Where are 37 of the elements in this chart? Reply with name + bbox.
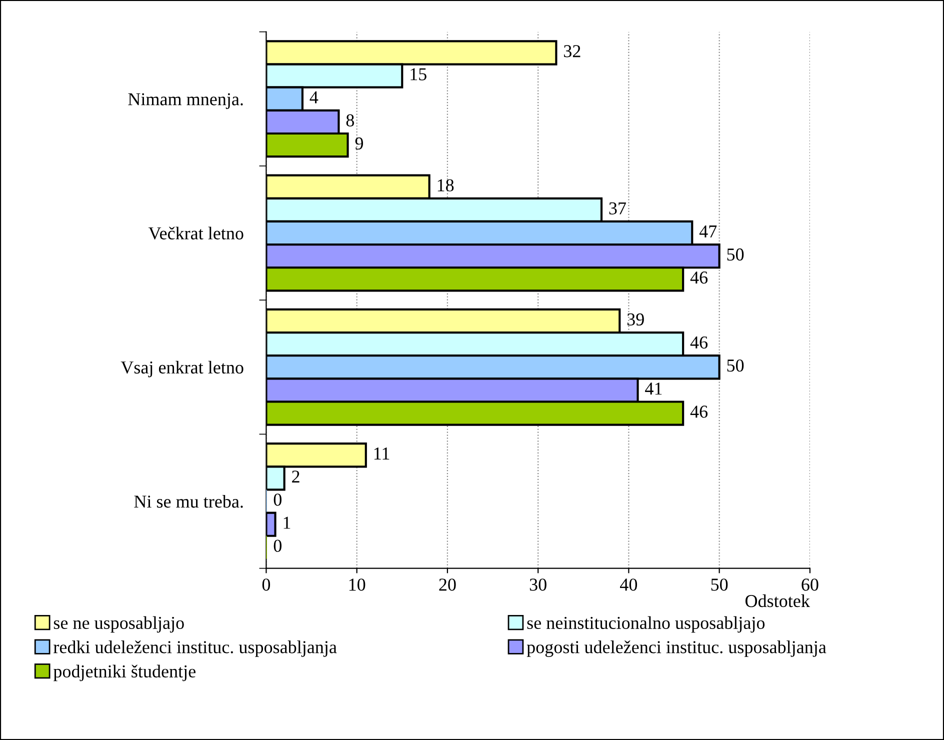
x-tick-label: 20 bbox=[439, 578, 456, 591]
data-label: 15 bbox=[410, 68, 426, 80]
data-label: 50 bbox=[727, 359, 744, 372]
data-label: 1 bbox=[284, 516, 290, 529]
x-tick-label: 0 bbox=[262, 578, 270, 591]
x-tick-label: 10 bbox=[349, 578, 366, 591]
data-label: 9 bbox=[355, 137, 364, 150]
legend-label: redki udeleženci instituc. usposabljanja bbox=[54, 640, 337, 657]
legend-label: pogosti udeleženci instituc. usposabljanja bbox=[526, 640, 826, 657]
legend-label: se neinstitucionalno usposabljajo bbox=[527, 616, 765, 633]
data-label: 11 bbox=[374, 448, 390, 460]
data-label: 37 bbox=[609, 202, 626, 214]
y-tick-label: Ni se mu treba. bbox=[134, 494, 243, 508]
data-label: 46 bbox=[690, 406, 708, 418]
data-label: 32 bbox=[564, 45, 580, 58]
y-tick-label: Večkrat letno bbox=[148, 226, 244, 240]
data-label: 46 bbox=[690, 272, 708, 284]
data-label: 39 bbox=[627, 313, 644, 326]
x-tick-label: 30 bbox=[530, 578, 546, 591]
data-label: 47 bbox=[699, 225, 717, 238]
data-label: 2 bbox=[292, 470, 300, 483]
y-tick-label: Vsaj enkrat letno bbox=[120, 360, 244, 378]
data-label: 4 bbox=[310, 91, 318, 104]
y-tick-label: Nimam mnenja. bbox=[128, 93, 243, 109]
data-label: 18 bbox=[438, 179, 454, 192]
data-label: 46 bbox=[690, 336, 708, 349]
data-label: 8 bbox=[346, 114, 354, 126]
data-label: 0 bbox=[274, 494, 282, 506]
legend-label: se ne usposabljajo bbox=[54, 616, 184, 633]
x-tick-label: 50 bbox=[711, 578, 728, 591]
x-tick-label: 60 bbox=[802, 578, 818, 591]
data-label: 50 bbox=[727, 248, 744, 261]
legend-label: podjetniki študentje bbox=[53, 664, 196, 682]
x-tick-label: 40 bbox=[620, 578, 638, 591]
x-axis-title: Odstotek bbox=[745, 594, 810, 608]
data-label: 41 bbox=[645, 382, 662, 395]
data-label: 0 bbox=[274, 540, 282, 552]
